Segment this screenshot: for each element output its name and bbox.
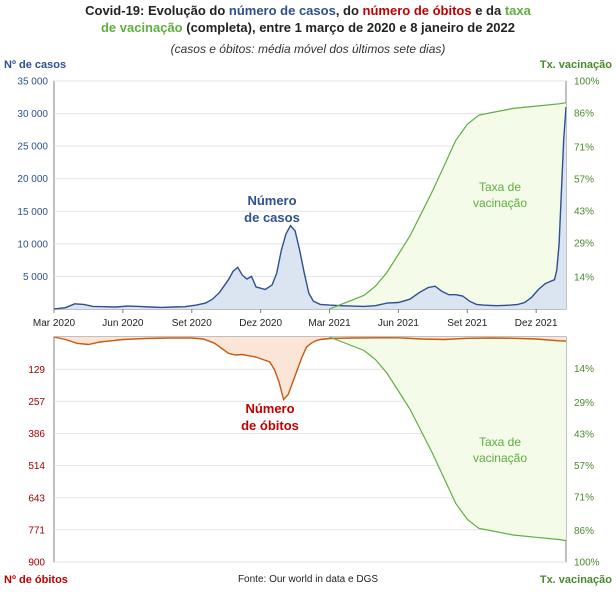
bottom-vaccination-area xyxy=(329,337,566,541)
top-vaccination-line xyxy=(329,102,567,310)
chart-title-line-2: de vacinação (completa), entre 1 março d… xyxy=(100,20,516,35)
bottom-vaccination-line xyxy=(329,336,567,542)
x-tick-label: Dez 2021 xyxy=(515,318,558,329)
bottom-vaccination-y-tick: 100% xyxy=(574,558,600,569)
deaths-y-tick: 643 xyxy=(28,493,45,504)
x-tick-label: Set 2021 xyxy=(447,318,487,329)
source-note: Fonte: Our world in data e DGS xyxy=(238,574,378,585)
annotation-top-1: Taxa de xyxy=(479,180,521,194)
cases-y-tick: 15 000 xyxy=(17,207,48,218)
cases-y-tick: 5 000 xyxy=(23,272,48,283)
cases-line xyxy=(53,107,567,310)
x-tick-label: Jun 2021 xyxy=(378,318,420,329)
cases-y-tick: 20 000 xyxy=(17,174,48,185)
bottom-vaccination-y-tick: 14% xyxy=(574,364,594,375)
annotation-top-0: Número xyxy=(247,193,296,208)
bottom-vaccination-y-tick: 43% xyxy=(574,429,594,440)
x-tick-label: Mar 2021 xyxy=(308,318,351,329)
top-vaccination-y-tick: 57% xyxy=(574,175,594,186)
top-vaccination-axis-label: Tx. vacinação xyxy=(540,59,612,71)
annotation-top-0: de casos xyxy=(244,210,300,225)
deaths-axis-label: Nº de óbitos xyxy=(4,574,68,586)
x-tick-label: Dez 2020 xyxy=(239,318,282,329)
top-vaccination-y-tick: 100% xyxy=(574,77,600,88)
annotation-bottom-0: Número xyxy=(245,401,294,416)
cases-y-tick: 10 000 xyxy=(17,239,48,250)
x-tick-label: Mar 2020 xyxy=(33,318,76,329)
annotation-top-1: vacinação xyxy=(473,196,527,210)
annotation-bottom-1: Taxa de xyxy=(479,435,521,449)
bottom-vaccination-y-tick: 57% xyxy=(574,461,594,472)
x-tick-label: Set 2020 xyxy=(172,318,212,329)
deaths-y-tick: 514 xyxy=(28,461,45,472)
bottom-vaccination-y-tick: 29% xyxy=(574,398,594,409)
top-vaccination-y-tick: 71% xyxy=(574,143,594,154)
bottom-vaccination-y-tick: 86% xyxy=(574,526,594,537)
bottom-vaccination-y-tick: 71% xyxy=(574,492,594,503)
top-vaccination-y-tick: 14% xyxy=(574,273,594,284)
deaths-y-tick: 257 xyxy=(28,397,45,408)
annotation-bottom-0: de óbitos xyxy=(241,418,299,433)
top-vaccination-y-tick: 86% xyxy=(574,108,594,119)
cases-y-tick: 25 000 xyxy=(17,142,48,153)
deaths-y-tick: 129 xyxy=(28,365,45,376)
deaths-y-tick: 771 xyxy=(28,525,45,536)
deaths-y-tick: 386 xyxy=(28,429,45,440)
cases-axis-label: Nº de casos xyxy=(4,59,66,71)
cases-y-tick: 30 000 xyxy=(17,109,48,120)
chart-title-line-1: Covid-19: Evolução do número de casos, d… xyxy=(85,3,531,18)
top-vaccination-y-tick: 29% xyxy=(574,238,594,249)
bottom-vaccination-axis-label: Tx. vacinação xyxy=(540,574,612,586)
chart-subtitle: (casos e óbitos: média móvel dos últimos… xyxy=(170,42,446,56)
deaths-line xyxy=(53,336,567,401)
x-tick-label: Jun 2020 xyxy=(102,318,144,329)
top-vaccination-area xyxy=(329,102,566,309)
deaths-y-tick: 900 xyxy=(28,558,45,569)
annotation-bottom-1: vacinação xyxy=(473,451,527,465)
top-vaccination-y-tick: 43% xyxy=(574,206,594,217)
cases-y-tick: 35 000 xyxy=(17,77,48,88)
